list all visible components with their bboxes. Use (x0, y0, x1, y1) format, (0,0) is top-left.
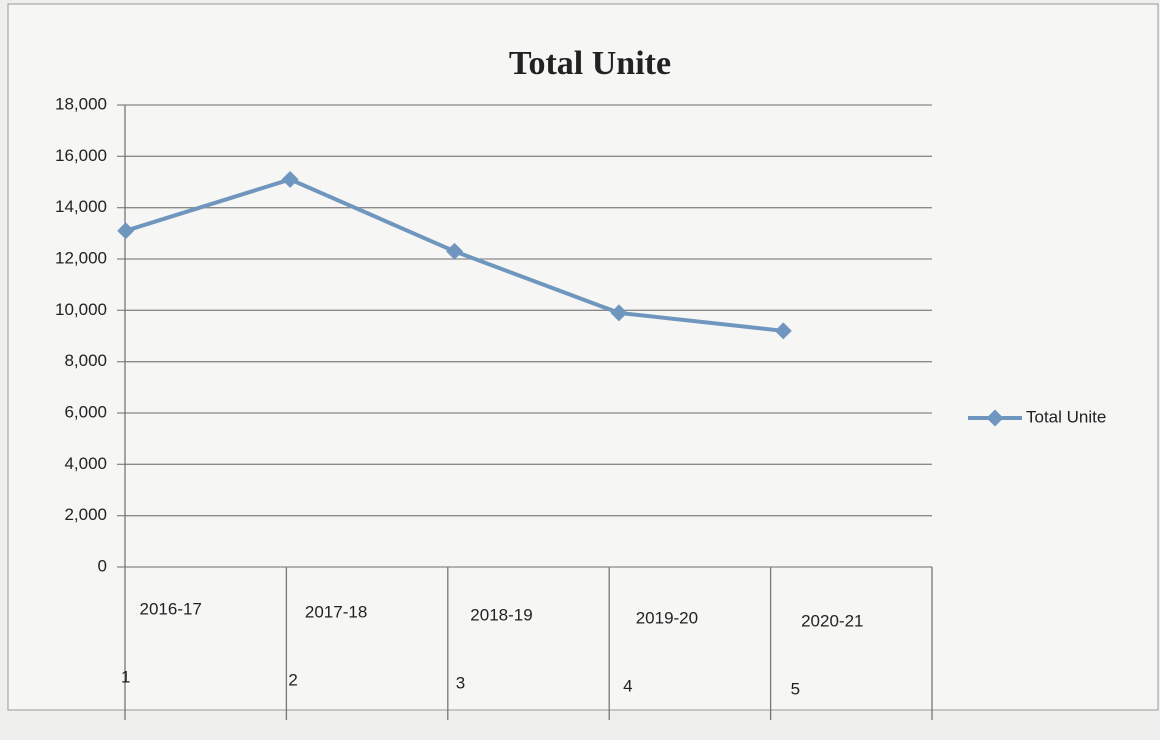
x-index-label: 1 (121, 667, 130, 686)
x-index-label: 4 (623, 676, 632, 695)
y-tick-label: 14,000 (55, 197, 107, 216)
x-tick-label: 2016-17 (140, 599, 202, 618)
x-index-label: 5 (791, 679, 800, 698)
x-tick-label: 2020-21 (801, 611, 863, 630)
y-tick-label: 10,000 (55, 300, 107, 319)
x-tick-label: 2019-20 (636, 608, 698, 627)
y-tick-label: 16,000 (55, 146, 107, 165)
y-tick-label: 18,000 (55, 94, 107, 113)
y-tick-label: 2,000 (64, 505, 107, 524)
y-tick-label: 6,000 (64, 402, 107, 421)
x-index-label: 3 (456, 673, 465, 692)
y-tick-label: 8,000 (64, 351, 107, 370)
chart-title: Total Unite (509, 45, 671, 82)
x-tick-label: 2018-19 (470, 605, 532, 624)
y-tick-label: 4,000 (64, 454, 107, 473)
legend-label: Total Unite (1026, 407, 1106, 426)
x-index-label: 2 (288, 670, 297, 689)
y-tick-label: 12,000 (55, 248, 107, 267)
y-tick-label: 0 (98, 556, 107, 575)
x-tick-label: 2017-18 (305, 602, 367, 621)
chart: Total Unite 0 2,000 4,000 6,000 8,000 10,000 1… (0, 0, 1160, 740)
